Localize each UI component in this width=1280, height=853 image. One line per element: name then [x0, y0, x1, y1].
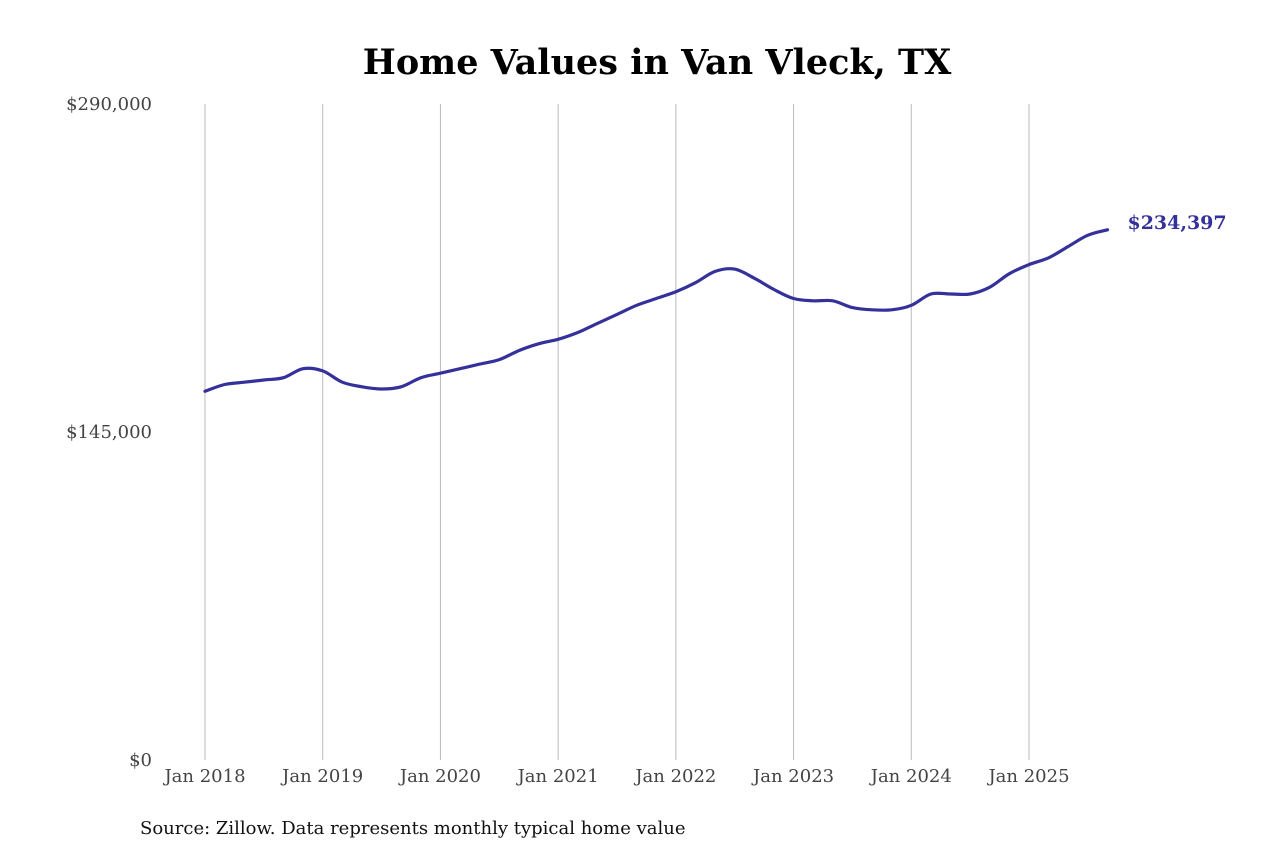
x-tick-label: Jan 2020	[398, 766, 481, 787]
x-tick-label: Jan 2024	[869, 766, 952, 787]
y-tick-label: $290,000	[66, 94, 152, 115]
x-tick-label: Jan 2018	[162, 766, 245, 787]
x-tick-label: Jan 2021	[516, 766, 599, 787]
plot-area: $234,397	[203, 212, 1227, 393]
x-axis-ticks: Jan 2018 Jan 2019 Jan 2020 Jan 2021 Jan 2022…	[162, 766, 1069, 787]
y-tick-label: $0	[129, 750, 152, 771]
source-note: Source: Zillow. Data represents monthly …	[140, 818, 686, 839]
x-tick-label: Jan 2019	[280, 766, 363, 787]
x-tick-label: Jan 2023	[751, 766, 834, 787]
y-axis-ticks: $290,000 $145,000 $0	[66, 94, 152, 771]
y-tick-label: $145,000	[66, 422, 152, 443]
end-value-label: $234,397	[1127, 212, 1226, 234]
gridlines	[204, 104, 1030, 760]
x-tick-label: Jan 2022	[633, 766, 716, 787]
home-value-series-line	[203, 228, 1110, 393]
x-tick-label: Jan 2025	[986, 766, 1069, 787]
chart-title: Home Values in Van Vleck, TX	[363, 42, 952, 83]
